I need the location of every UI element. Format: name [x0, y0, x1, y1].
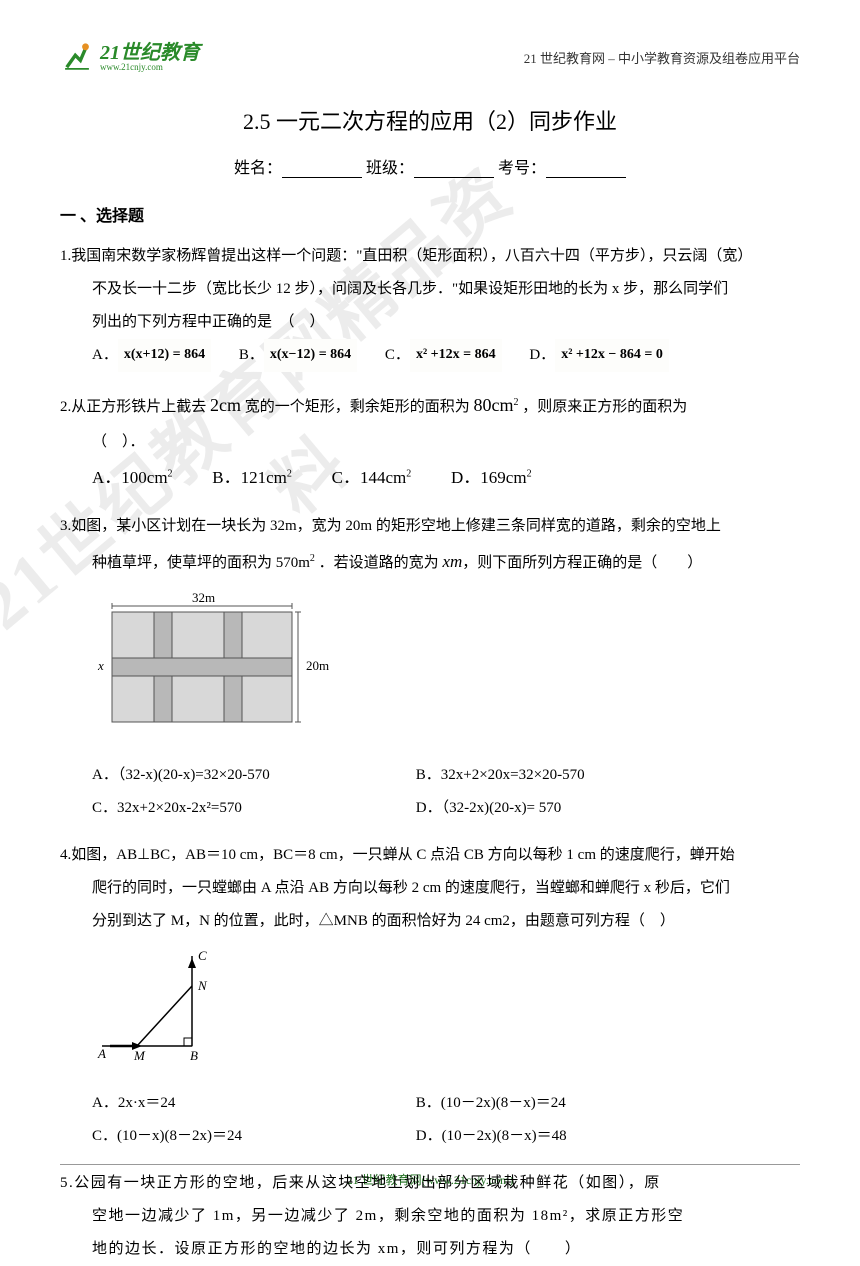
- svg-text:32m: 32m: [192, 590, 215, 605]
- q4-optC[interactable]: C．(10－x)(8－2x)＝24: [92, 1120, 412, 1153]
- meta-line: 姓名： 班级： 考号：: [60, 154, 800, 178]
- section-heading: 一 、选择题: [60, 202, 800, 226]
- q1-optC[interactable]: C．x² +12x = 864: [385, 339, 502, 372]
- header-right: 21 世纪教育网 – 中小学教育资源及组卷应用平台: [524, 40, 800, 67]
- q5-line1: 5.公园有一块正方形的空地，后来从这块空地上划出部分区域栽种鲜花（如图），原: [60, 1167, 800, 1200]
- svg-text:B: B: [190, 1048, 198, 1063]
- q5-line3: 地的边长．设原正方形的空地的边长为 xm，则可列方程为（ ）: [60, 1233, 800, 1266]
- q3-options-row2: C．32x+2×20x-2x²=570 D．（32-2x)(20-x)= 570: [60, 792, 800, 825]
- question-4: 4.如图，AB⊥BC，AB＝10 cm，BC＝8 cm，一只蝉从 C 点沿 CB…: [60, 839, 800, 1153]
- q3-optD[interactable]: D．（32-2x)(20-x)= 570: [416, 792, 736, 825]
- logo-runner-icon: [60, 40, 94, 74]
- q1-optD[interactable]: D．x² +12x − 864 = 0: [529, 339, 668, 372]
- svg-text:M: M: [133, 1048, 146, 1063]
- q1-optA[interactable]: A．x(x+12) = 864: [92, 339, 211, 372]
- q5-line2: 空地一边减少了 1m，另一边减少了 2m，剩余空地的面积为 18m²，求原正方形…: [60, 1200, 800, 1233]
- q4-options-row1: A．2x·x＝24 B．(10－2x)(8－x)＝24: [60, 1087, 800, 1120]
- q2-line1: 2.从正方形铁片上截去 2cm 宽的一个矩形，剩余矩形的面积为 80cm2 ，则…: [60, 386, 800, 426]
- name-label: 姓名：: [234, 160, 282, 177]
- q1-line2: 不及长一十二步（宽比长少 12 步），问阔及长各几步．"如果设矩形田地的长为 x…: [60, 273, 800, 306]
- exam-blank[interactable]: [546, 177, 626, 178]
- svg-text:A: A: [97, 1046, 106, 1061]
- q1-line3: 列出的下列方程中正确的是 （ ）: [60, 306, 800, 339]
- exam-label: 考号：: [498, 160, 546, 177]
- q3-options-row1: A．（32-x)(20-x)=32×20-570 B．32x+2×20x=32×…: [60, 759, 800, 792]
- q1-line1: 1.我国南宋数学家杨辉曾提出这样一个问题："直田积（矩形面积），八百六十四（平方…: [60, 240, 800, 273]
- q4-optA[interactable]: A．2x·x＝24: [92, 1087, 412, 1120]
- question-2: 2.从正方形铁片上截去 2cm 宽的一个矩形，剩余矩形的面积为 80cm2 ，则…: [60, 386, 800, 496]
- logo-text: 21世纪教育 www.21cnjy.com: [100, 43, 200, 72]
- svg-text:20m: 20m: [306, 658, 329, 673]
- q2-optB[interactable]: B．121cm2: [212, 459, 292, 496]
- q2-optD[interactable]: D．169cm2: [451, 459, 532, 496]
- question-1: 1.我国南宋数学家杨辉曾提出这样一个问题："直田积（矩形面积），八百六十四（平方…: [60, 240, 800, 372]
- q4-line3: 分别到达了 M，N 的位置，此时，△MNB 的面积恰好为 24 cm2，由题意可…: [60, 905, 800, 938]
- q4-line2: 爬行的同时，一只螳螂由 A 点沿 AB 方向以每秒 2 cm 的速度爬行，当螳螂…: [60, 872, 800, 905]
- q4-optB[interactable]: B．(10－2x)(8－x)＝24: [416, 1087, 736, 1120]
- q3-optC[interactable]: C．32x+2×20x-2x²=570: [92, 792, 412, 825]
- q4-optD[interactable]: D．(10－2x)(8－x)＝48: [416, 1120, 736, 1153]
- q4-options-row2: C．(10－x)(8－2x)＝24 D．(10－2x)(8－x)＝48: [60, 1120, 800, 1153]
- q2-line2: （ ）．: [60, 426, 800, 459]
- q3-line1: 3.如图，某小区计划在一块长为 32m，宽为 20m 的矩形空地上修建三条同样宽…: [60, 510, 800, 543]
- logo-sub: www.21cnjy.com: [100, 63, 200, 72]
- name-blank[interactable]: [282, 177, 362, 178]
- logo-main: 21世纪教育: [100, 43, 200, 63]
- page-title: 2.5 一元二次方程的应用（2）同步作业: [60, 104, 800, 136]
- question-3: 3.如图，某小区计划在一块长为 32m，宽为 20m 的矩形空地上修建三条同样宽…: [60, 510, 800, 825]
- q4-diagram: A M B C N: [92, 946, 800, 1079]
- class-blank[interactable]: [414, 177, 494, 178]
- page-content: 21世纪教育 www.21cnjy.com 21 世纪教育网 – 中小学教育资源…: [60, 40, 800, 1266]
- q3-optB[interactable]: B．32x+2×20x=32×20-570: [416, 759, 736, 792]
- q3-diagram: 32m 20m x: [92, 588, 800, 751]
- q2-optA[interactable]: A．100cm2: [92, 459, 173, 496]
- question-5: 5.公园有一块正方形的空地，后来从这块空地上划出部分区域栽种鲜花（如图），原 空…: [60, 1167, 800, 1266]
- q2-optC[interactable]: C．144cm2: [332, 459, 412, 496]
- class-label: 班级：: [366, 160, 414, 177]
- svg-text:N: N: [197, 978, 208, 993]
- q1-options: A．x(x+12) = 864 B．x(x−12) = 864 C．x² +12…: [60, 339, 800, 372]
- header: 21世纪教育 www.21cnjy.com 21 世纪教育网 – 中小学教育资源…: [60, 40, 800, 74]
- q1-optB[interactable]: B．x(x−12) = 864: [239, 339, 357, 372]
- q4-line1: 4.如图，AB⊥BC，AB＝10 cm，BC＝8 cm，一只蝉从 C 点沿 CB…: [60, 839, 800, 872]
- svg-text:C: C: [198, 948, 207, 963]
- q2-options: A．100cm2 B．121cm2 C．144cm2 D．169cm2: [60, 459, 800, 496]
- q3-line2: 种植草坪，使草坪的面积为 570m2 ．若设道路的宽为 xm，则下面所列方程正确…: [60, 543, 800, 580]
- svg-text:x: x: [97, 658, 104, 673]
- q3-optA[interactable]: A．（32-x)(20-x)=32×20-570: [92, 759, 412, 792]
- logo: 21世纪教育 www.21cnjy.com: [60, 40, 200, 74]
